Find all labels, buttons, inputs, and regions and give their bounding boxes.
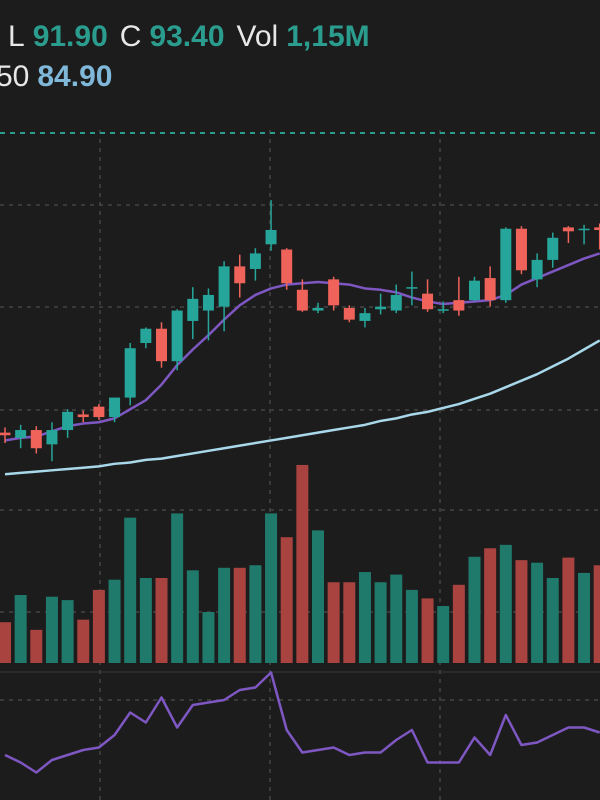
volume-bar (92, 589, 105, 663)
candle-body (62, 411, 74, 431)
volume-bar (531, 562, 544, 663)
candle-body (15, 430, 27, 438)
candle-body (109, 397, 121, 418)
volume-bar (0, 622, 11, 663)
volume-bar (421, 598, 434, 663)
volume-bar (312, 530, 324, 663)
volume-bar (437, 606, 450, 663)
candle-body (140, 328, 152, 344)
header-value: 91.90 (32, 20, 108, 53)
volume-bar (186, 570, 199, 663)
volume-bar (233, 567, 246, 663)
header-label: L (8, 20, 25, 53)
volume-bar (61, 600, 74, 663)
candle-body (93, 406, 105, 418)
candle-body (124, 348, 136, 398)
volume-bar (578, 572, 591, 663)
volume-bar (202, 612, 215, 663)
header-label: C (119, 20, 142, 53)
volume-bar (593, 565, 600, 663)
candle-body (312, 307, 324, 311)
candle-body (422, 293, 434, 310)
volume-bar (358, 572, 371, 663)
volume-bar (343, 582, 356, 663)
header-ma: 50 84.90 (0, 60, 124, 94)
candle-body (0, 432, 11, 436)
volume-bar (14, 595, 27, 663)
candle-body (375, 306, 387, 310)
volume-bar (171, 513, 184, 663)
candle-body (249, 253, 261, 269)
candle-body (30, 430, 42, 449)
candle-body (562, 227, 574, 232)
candle-body (390, 294, 402, 311)
volume-bar (546, 578, 559, 663)
candle-body (469, 280, 480, 301)
volume-bar (468, 556, 481, 663)
volume-bar (499, 544, 512, 663)
candle-body (343, 307, 355, 320)
candle-body (202, 294, 214, 311)
indicator-line (4, 671, 600, 774)
volume-bar (77, 619, 90, 663)
header-value: 84.90 (37, 60, 113, 93)
candle-body (328, 279, 340, 306)
candle-body (578, 228, 590, 231)
header-value: 1,15M (286, 20, 370, 53)
candle-body (46, 430, 58, 445)
candle-body (156, 328, 167, 362)
header: L 91.90 C 93.40 Vol 1,15M (8, 20, 382, 54)
candle-body (187, 298, 199, 321)
candle-body (296, 289, 308, 311)
candle-body (594, 227, 600, 231)
candle-body (234, 266, 246, 284)
candle-body (500, 228, 512, 301)
volume-bar (452, 584, 465, 663)
candle-body (171, 310, 183, 362)
candle-body (547, 237, 559, 260)
volume-bar (405, 589, 418, 663)
volume-bar (296, 464, 309, 663)
volume-bar (562, 557, 575, 663)
volume-bar (390, 574, 403, 663)
volume-bar (139, 578, 152, 663)
candle-body (484, 278, 496, 301)
header-label: 50 (0, 60, 30, 93)
candle-body (515, 228, 527, 271)
candle-body (453, 300, 465, 311)
moving-average (4, 339, 600, 476)
volume-bar (374, 582, 387, 663)
volume-bar (155, 578, 168, 663)
candle-body (406, 287, 418, 289)
volume-bar (45, 596, 58, 663)
candle-body (437, 309, 449, 311)
volume-bar (249, 565, 262, 663)
volume-bar (124, 517, 137, 663)
volume-bar (265, 513, 278, 663)
volume-bar (327, 582, 340, 663)
candle-body (359, 313, 371, 321)
candle-body (218, 266, 230, 307)
candle-body (265, 230, 277, 245)
candle-body (531, 259, 543, 280)
volume-bar (280, 537, 293, 663)
volume-bar (515, 560, 528, 663)
candle-body (281, 249, 293, 284)
header-value: 93.40 (149, 20, 225, 53)
volume-bar (484, 548, 497, 663)
volume-bar (108, 579, 121, 663)
header-label: Vol (236, 20, 279, 53)
volume-bar (30, 629, 43, 663)
candle-body (77, 414, 89, 418)
volume-bar (218, 567, 231, 663)
